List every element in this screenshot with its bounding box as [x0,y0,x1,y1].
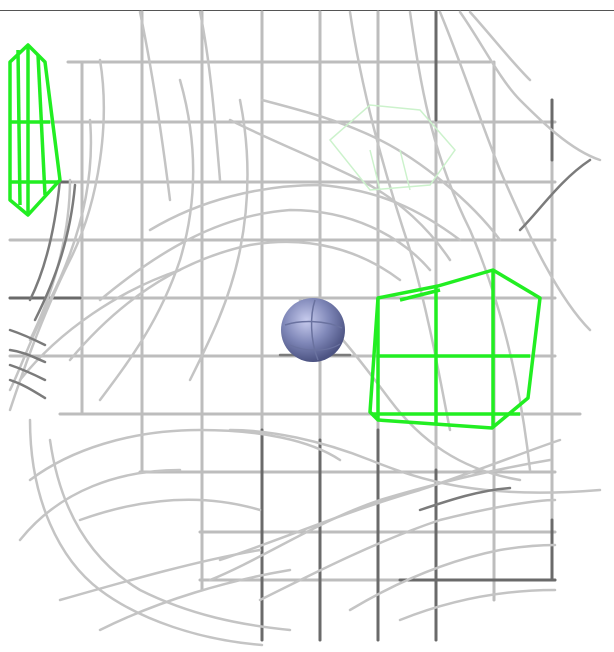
mesh-grid-dark [8,10,557,642]
highlighted-polygon[interactable] [368,268,542,430]
highlighted-spindle[interactable] [8,43,62,217]
faint-highlight-shape [328,104,456,191]
sphere-marker[interactable] [281,298,345,362]
viewport-top-border [0,0,614,11]
